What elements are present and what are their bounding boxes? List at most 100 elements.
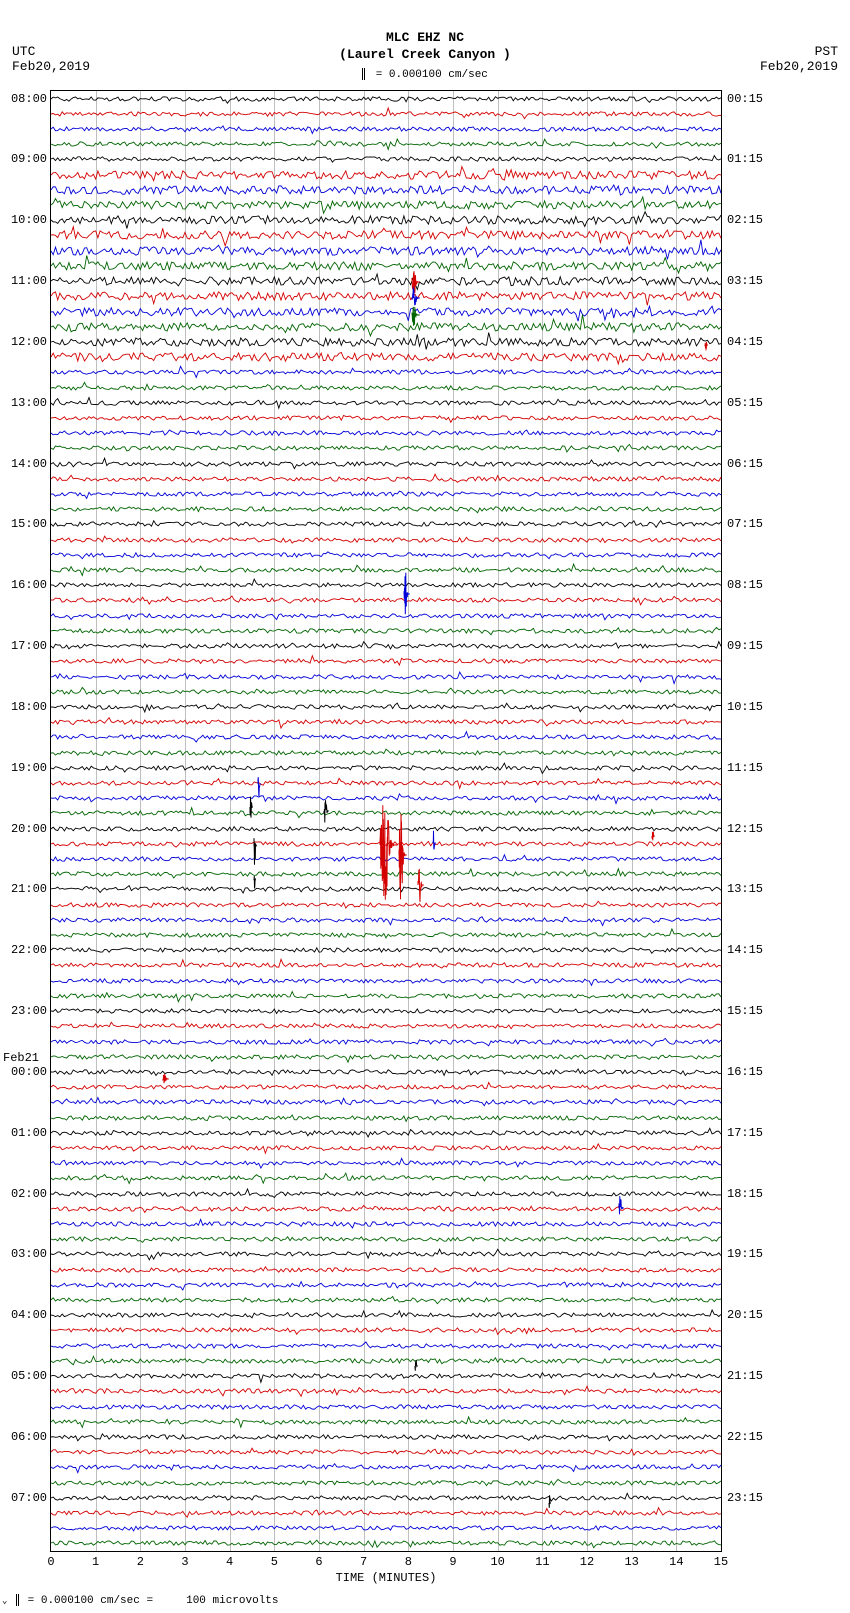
seismic-trace: [51, 616, 721, 617]
utc-label: 16:00: [3, 578, 47, 592]
seismic-trace: [51, 1102, 721, 1103]
seismic-trace: [51, 707, 721, 708]
x-tick: 7: [354, 1555, 374, 1569]
pst-label: 11:15: [727, 761, 771, 775]
seismic-trace: [51, 1285, 721, 1286]
seismic-event: [434, 843, 436, 875]
seismic-event: [707, 345, 709, 369]
seismic-trace: [51, 99, 721, 100]
seismic-trace: [51, 251, 721, 252]
seismic-trace: [51, 433, 721, 434]
utc-label: 05:00: [3, 1369, 47, 1383]
seismic-trace: [51, 1011, 721, 1012]
seismic-trace: [51, 129, 721, 130]
seismic-trace: [51, 1270, 721, 1271]
seismic-trace: [51, 677, 721, 678]
seismic-trace: [51, 1315, 721, 1316]
x-tick: 12: [577, 1555, 597, 1569]
x-tick: 4: [220, 1555, 240, 1569]
seismic-event: [622, 1208, 624, 1240]
seismic-trace: [51, 372, 721, 373]
seismic-trace: [51, 205, 721, 206]
utc-label: 13:00: [3, 396, 47, 410]
header: MLC EHZ NC (Laurel Creek Canyon ): [0, 30, 850, 64]
seismic-trace: [51, 159, 721, 160]
seismic-trace: [51, 555, 721, 556]
helicorder-plot: TIME (MINUTES) 012345678910111213141508:…: [50, 90, 722, 1552]
tz-right: PST Feb20,2019: [760, 44, 838, 74]
x-tick: 11: [532, 1555, 552, 1569]
pst-label: 13:15: [727, 882, 771, 896]
x-tick: 2: [130, 1555, 150, 1569]
pst-label: 12:15: [727, 822, 771, 836]
utc-label: 23:00: [3, 1004, 47, 1018]
tz-left-name: UTC: [12, 44, 90, 59]
seismic-trace: [51, 1498, 721, 1499]
utc-label: 22:00: [3, 943, 47, 957]
seismic-event: [421, 885, 423, 925]
seismic-trace: [51, 1467, 721, 1468]
seismic-trace: [51, 1239, 721, 1240]
pst-label: 10:15: [727, 700, 771, 714]
seismic-trace: [51, 479, 721, 480]
pst-label: 21:15: [727, 1369, 771, 1383]
pst-label: 02:15: [727, 213, 771, 227]
utc-label: 12:00: [3, 335, 47, 349]
x-axis-label: TIME (MINUTES): [51, 1571, 721, 1585]
seismic-event: [416, 315, 418, 339]
seismic-trace: [51, 1148, 721, 1149]
seismic-trace: [51, 1057, 721, 1058]
utc-label: 06:00: [3, 1430, 47, 1444]
x-tick: 0: [41, 1555, 61, 1569]
seismic-event: [166, 1079, 168, 1095]
pst-label: 06:15: [727, 457, 771, 471]
seismic-trace: [51, 1178, 721, 1179]
x-tick: 13: [622, 1555, 642, 1569]
pst-label: 00:15: [727, 92, 771, 106]
x-tick: 5: [264, 1555, 284, 1569]
seismic-trace: [51, 540, 721, 541]
seismic-event: [407, 594, 409, 638]
pst-label: 01:15: [727, 152, 771, 166]
seismic-trace: [51, 266, 721, 267]
seismic-trace: [51, 1254, 721, 1255]
seismic-trace: [51, 1376, 721, 1377]
seismic-trace: [51, 935, 721, 936]
seismic-trace: [51, 1330, 721, 1331]
seismic-trace: [51, 1042, 721, 1043]
seismic-trace: [51, 722, 721, 723]
seismic-trace: [51, 950, 721, 951]
seismic-trace: [51, 1133, 721, 1134]
seismic-event: [403, 855, 405, 955]
seismic-trace: [51, 524, 721, 525]
utc-label: 04:00: [3, 1308, 47, 1322]
seismic-trace: [51, 190, 721, 191]
seismic-trace: [51, 1528, 721, 1529]
seismogram-page: MLC EHZ NC (Laurel Creek Canyon ) = 0.00…: [0, 0, 850, 1613]
footer-text-after: 100 microvolts: [186, 1595, 278, 1607]
seismic-trace: [51, 1346, 721, 1347]
utc-label: 09:00: [3, 152, 47, 166]
seismic-event: [327, 811, 329, 847]
pst-label: 04:15: [727, 335, 771, 349]
day-label: Feb21: [3, 1051, 39, 1065]
pst-label: 08:15: [727, 578, 771, 592]
seismic-trace: [51, 1163, 721, 1164]
seismic-trace: [51, 494, 721, 495]
pst-label: 20:15: [727, 1308, 771, 1322]
utc-label: 20:00: [3, 822, 47, 836]
seismic-trace: [51, 464, 721, 465]
seismic-trace: [51, 905, 721, 906]
utc-label: 00:00: [3, 1065, 47, 1079]
seismic-trace: [51, 296, 721, 297]
station-code: MLC EHZ NC: [0, 30, 850, 47]
seismic-trace: [51, 965, 721, 966]
x-tick: 1: [86, 1555, 106, 1569]
seismic-trace: [51, 1452, 721, 1453]
seismic-trace: [51, 114, 721, 115]
seismic-trace: [51, 570, 721, 571]
scale-indicator: = 0.000100 cm/sec: [0, 68, 850, 81]
seismic-trace: [51, 342, 721, 343]
x-tick: 9: [443, 1555, 463, 1569]
utc-label: 02:00: [3, 1187, 47, 1201]
